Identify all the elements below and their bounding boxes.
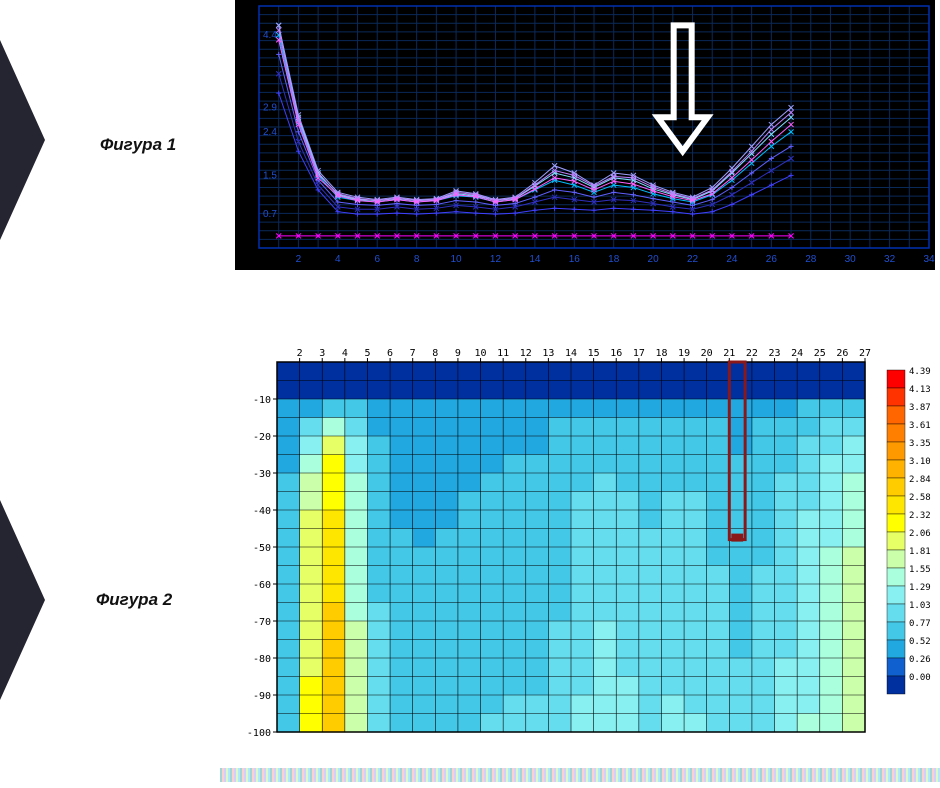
svg-text:1.81: 1.81 <box>909 547 931 557</box>
svg-text:-90: -90 <box>253 691 271 702</box>
svg-text:-50: -50 <box>253 543 271 554</box>
svg-text:4.13: 4.13 <box>909 385 931 395</box>
svg-text:18: 18 <box>655 348 667 359</box>
svg-text:20: 20 <box>648 254 660 265</box>
figure-2-label: Фигура 2 <box>96 590 172 610</box>
svg-text:9: 9 <box>455 348 461 359</box>
svg-text:0.7: 0.7 <box>263 209 277 220</box>
side-arrow-1 <box>0 40 45 240</box>
svg-text:0.26: 0.26 <box>909 655 931 665</box>
svg-text:24: 24 <box>791 348 803 359</box>
svg-text:14: 14 <box>565 348 577 359</box>
side-arrow-2 <box>0 500 45 700</box>
svg-text:11: 11 <box>497 348 509 359</box>
figure-2-chart: 2345678910111213141516171819202122232425… <box>235 340 935 740</box>
svg-text:2.06: 2.06 <box>909 529 931 539</box>
svg-text:2.58: 2.58 <box>909 493 931 503</box>
svg-text:12: 12 <box>520 348 532 359</box>
svg-text:0.00: 0.00 <box>909 673 931 683</box>
svg-text:6: 6 <box>374 254 380 265</box>
svg-text:4.4: 4.4 <box>263 30 277 41</box>
figure-1-label: Фигура 1 <box>100 135 176 155</box>
svg-text:30: 30 <box>845 254 857 265</box>
svg-text:4: 4 <box>342 348 348 359</box>
svg-text:13: 13 <box>542 348 554 359</box>
svg-text:4: 4 <box>335 254 341 265</box>
svg-text:34: 34 <box>923 254 935 265</box>
svg-text:-100: -100 <box>247 728 271 739</box>
svg-text:3.61: 3.61 <box>909 421 931 431</box>
svg-text:28: 28 <box>805 254 817 265</box>
svg-text:2: 2 <box>296 254 302 265</box>
svg-text:19: 19 <box>678 348 690 359</box>
svg-text:27: 27 <box>859 348 871 359</box>
svg-text:4.39: 4.39 <box>909 367 931 377</box>
heatmap-chart-svg: 2345678910111213141516171819202122232425… <box>235 340 935 740</box>
svg-text:1.55: 1.55 <box>909 565 931 575</box>
svg-text:-10: -10 <box>253 395 271 406</box>
line-chart-svg: 2468101214161820222426283032340.71.52.42… <box>235 0 935 270</box>
svg-text:1.03: 1.03 <box>909 601 931 611</box>
svg-text:-80: -80 <box>253 654 271 665</box>
svg-text:17: 17 <box>633 348 645 359</box>
svg-text:3: 3 <box>319 348 325 359</box>
svg-text:6: 6 <box>387 348 393 359</box>
svg-text:14: 14 <box>529 254 541 265</box>
svg-text:21: 21 <box>723 348 735 359</box>
svg-text:25: 25 <box>814 348 826 359</box>
svg-text:15: 15 <box>588 348 600 359</box>
svg-text:8: 8 <box>432 348 438 359</box>
svg-text:12: 12 <box>490 254 502 265</box>
svg-text:3.87: 3.87 <box>909 403 931 413</box>
svg-text:-20: -20 <box>253 432 271 443</box>
svg-text:10: 10 <box>450 254 462 265</box>
svg-text:20: 20 <box>701 348 713 359</box>
svg-text:-60: -60 <box>253 580 271 591</box>
svg-text:-30: -30 <box>253 469 271 480</box>
svg-text:24: 24 <box>726 254 738 265</box>
svg-text:3.10: 3.10 <box>909 457 931 467</box>
svg-text:1.5: 1.5 <box>263 170 277 181</box>
svg-text:8: 8 <box>414 254 420 265</box>
svg-text:0.52: 0.52 <box>909 637 931 647</box>
noise-strip <box>220 768 940 782</box>
svg-text:26: 26 <box>836 348 848 359</box>
svg-text:0.77: 0.77 <box>909 619 931 629</box>
svg-text:3.35: 3.35 <box>909 439 931 449</box>
svg-text:10: 10 <box>475 348 487 359</box>
svg-text:1.29: 1.29 <box>909 583 931 593</box>
svg-text:-40: -40 <box>253 506 271 517</box>
svg-text:22: 22 <box>687 254 699 265</box>
svg-text:7: 7 <box>410 348 416 359</box>
svg-text:2: 2 <box>297 348 303 359</box>
svg-text:26: 26 <box>766 254 778 265</box>
svg-text:18: 18 <box>608 254 620 265</box>
svg-text:5: 5 <box>364 348 370 359</box>
svg-text:-70: -70 <box>253 617 271 628</box>
svg-text:2.84: 2.84 <box>909 475 931 485</box>
svg-text:2.4: 2.4 <box>263 127 277 138</box>
svg-text:2.9: 2.9 <box>263 103 277 114</box>
svg-text:23: 23 <box>769 348 781 359</box>
svg-text:2.32: 2.32 <box>909 511 931 521</box>
figure-1-chart: 2468101214161820222426283032340.71.52.42… <box>235 0 935 270</box>
svg-text:32: 32 <box>884 254 896 265</box>
svg-text:22: 22 <box>746 348 758 359</box>
svg-text:16: 16 <box>569 254 581 265</box>
svg-text:16: 16 <box>610 348 622 359</box>
